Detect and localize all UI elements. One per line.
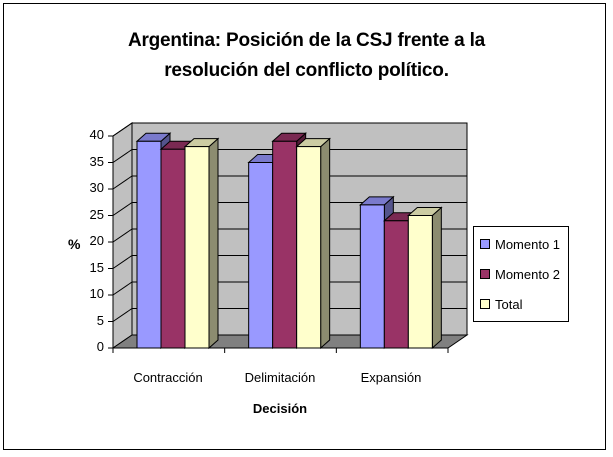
x-axis-label: Decisión	[252, 401, 308, 416]
y-tick-label: 30	[89, 180, 104, 195]
bar-momento-2-2	[383, 220, 409, 349]
bar-total-0	[184, 146, 210, 349]
gridline	[112, 202, 467, 216]
bar-momento-1-0	[136, 140, 162, 349]
legend-label-momento-1: Momento 1	[495, 236, 561, 252]
legend-item-momento-2: Momento 2	[480, 265, 560, 283]
y-axis-label: %	[68, 236, 81, 252]
legend-label-momento-2: Momento 2	[495, 266, 561, 282]
gridline	[112, 255, 467, 269]
bar-momento-1-2	[359, 204, 385, 349]
legend-item-total: Total	[480, 295, 522, 313]
gridline	[112, 281, 467, 296]
y-tick-label: 5	[96, 312, 104, 328]
y-tick-label: 25	[89, 206, 104, 222]
category-label-contraccion: Contracción	[133, 370, 203, 385]
legend: Momento 1 Momento 2 Total	[473, 226, 569, 322]
bar-total-1	[296, 146, 322, 349]
bar-total-2-side	[431, 206, 442, 350]
gridline	[112, 122, 467, 137]
chart-title-line-1: Argentina: Posición de la CSJ frente a l…	[127, 30, 486, 51]
y-tick-label: 35	[89, 153, 104, 169]
bar-total-1-side	[320, 137, 331, 350]
chart-title-line-2: resolución del conflicto político.	[164, 60, 449, 81]
legend-swatch-momento-2	[480, 269, 490, 279]
bar-total-0-side	[208, 137, 219, 350]
gridline	[112, 175, 467, 190]
y-tick-label: 0	[96, 339, 104, 354]
gridline	[112, 228, 467, 243]
y-tick-label: 15	[89, 259, 104, 275]
legend-label-total: Total	[495, 296, 523, 312]
legend-swatch-total	[480, 299, 490, 309]
gridline	[112, 149, 467, 163]
bar-total-2	[407, 215, 433, 349]
y-tick-label: 10	[89, 286, 104, 301]
gridline	[112, 308, 467, 322]
legend-swatch-momento-1	[480, 239, 490, 249]
legend-item-momento-1: Momento 1	[480, 235, 560, 253]
y-tick-label: 40	[89, 127, 104, 142]
bar-momento-1-1	[248, 162, 274, 349]
bar-momento-2-1	[272, 140, 298, 349]
y-tick-label: 20	[89, 233, 104, 248]
bar-momento-2-0	[160, 148, 186, 349]
category-label-expansion: Expansión	[360, 370, 422, 385]
category-label-delimitacion: Delimitación	[244, 370, 316, 385]
